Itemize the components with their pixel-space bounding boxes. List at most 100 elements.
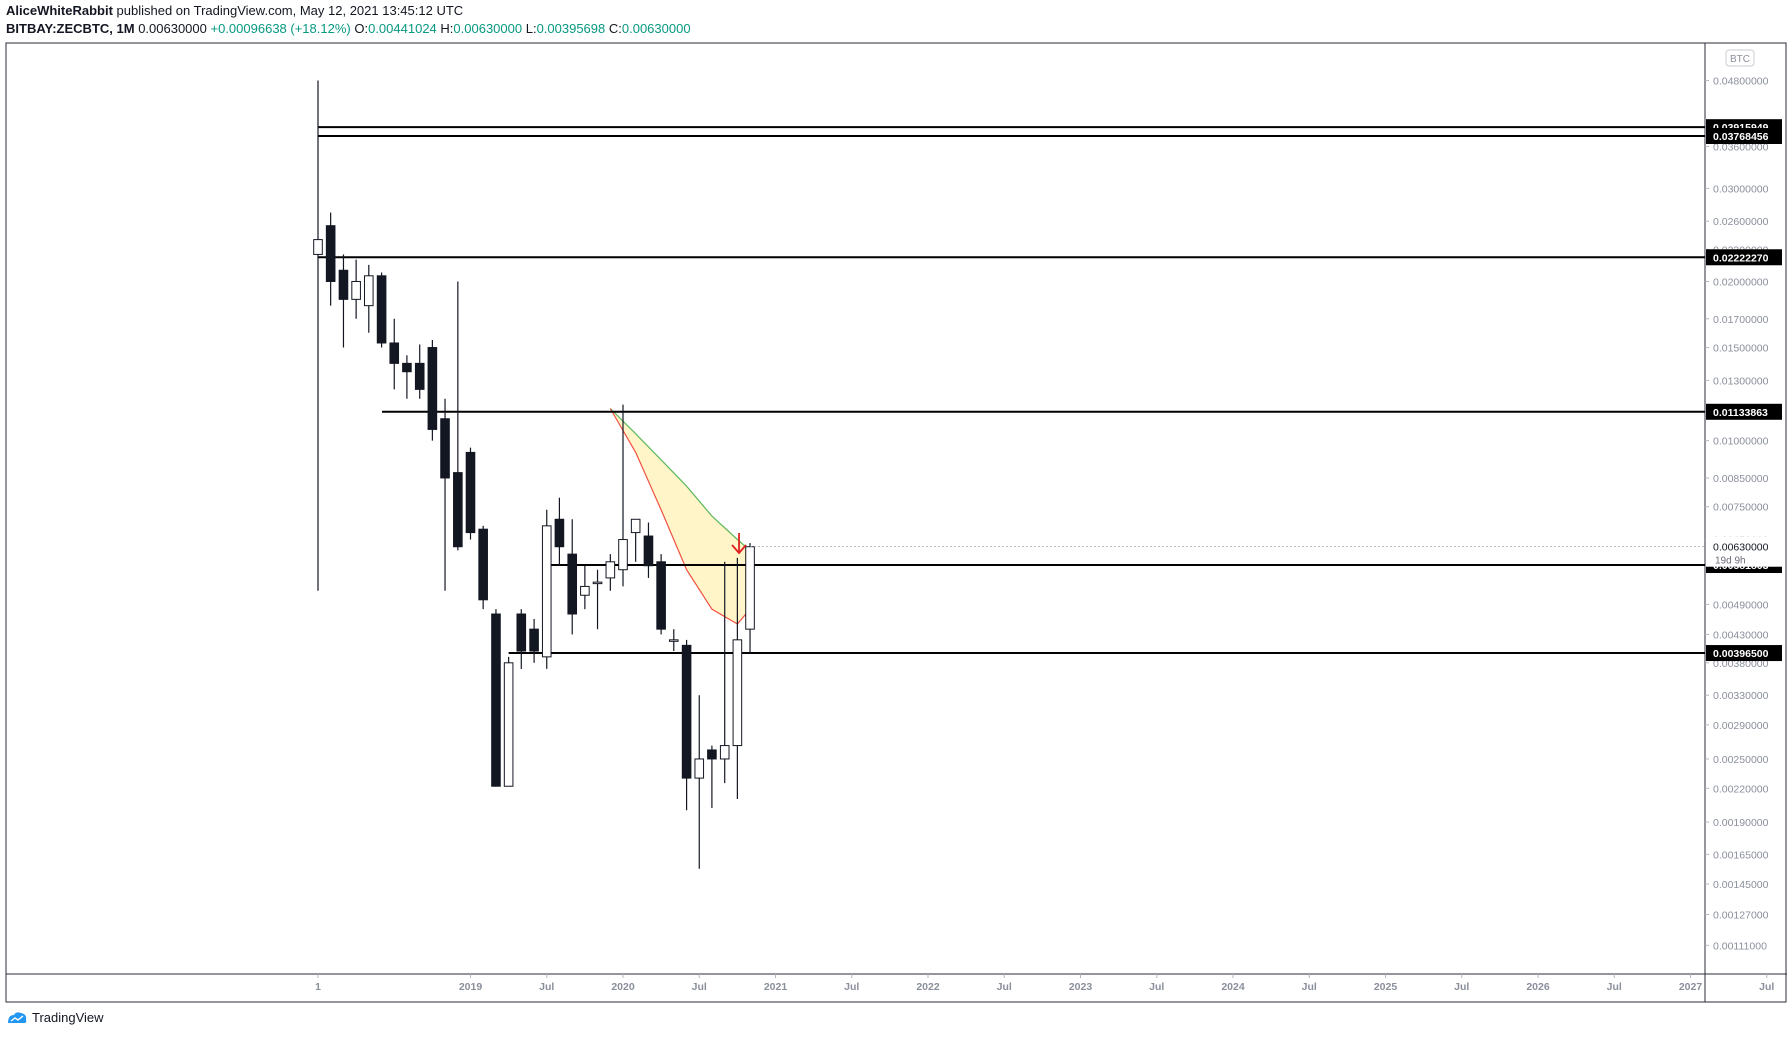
symbol-legend: BITBAY:ZECBTC, 1M 0.00630000 +0.00096638… [6,21,691,36]
candle-down [338,254,349,348]
price-tick-label: 0.01500000 [1713,343,1769,355]
price-tick-label: 0.00127000 [1713,909,1769,921]
candle-up [605,554,616,591]
price-tick-label: 0.02000000 [1713,276,1769,288]
last-price-tag [1706,536,1782,567]
candle-down [656,554,666,635]
candle-down [465,447,476,540]
candle-body [478,528,488,601]
price-tick-label: 0.00111000 [1713,940,1767,952]
candle-up [541,509,552,669]
candle-up [503,656,514,787]
candle-body [363,275,374,307]
candle-down [414,344,425,399]
candle-body [745,546,755,630]
candle-up [668,629,679,652]
candle-down [325,212,336,306]
candle-up [694,695,705,869]
candle-body [668,639,679,642]
candle-down [554,497,565,566]
price-tick-label: 0.00290000 [1713,720,1769,732]
author-name[interactable]: AliceWhiteRabbit [6,3,113,18]
candle-body [427,347,438,430]
close-value: 0.00630000 [621,21,691,36]
time-tick-label: 2020 [611,981,635,993]
candle-body [325,225,336,282]
candle-body [605,561,616,579]
high-value: 0.00630000 [453,21,523,36]
time-tick-label: 2022 [916,981,940,993]
time-tick-label: 2019 [459,981,483,993]
candle-body [402,362,412,373]
bar-countdown-label: 19d 9h [1715,556,1746,567]
candle-body [529,628,539,652]
candle-down [491,609,501,787]
time-tick-label: Jul [1607,981,1622,993]
last-price-label: 0.00630000 [1713,542,1769,554]
brand-label: TradingView [32,1010,104,1025]
candle-body [503,662,514,787]
candle-down [516,609,527,669]
high-label: H: [440,21,454,36]
price-tick-label: 0.00145000 [1713,879,1769,891]
candle-body [351,280,361,300]
low-value: 0.00395698 [536,21,606,36]
candle-down [567,519,578,635]
candle-down [707,745,717,808]
publish-info: AliceWhiteRabbit published on TradingVie… [6,3,463,18]
candle-body [414,362,425,390]
time-tick-label: Jul [1149,981,1164,993]
candle-body [491,613,501,787]
band-fill [610,408,750,624]
price-tick-label: 0.03000000 [1713,183,1769,195]
candle-body [541,525,552,658]
open-value: 0.00441024 [368,21,437,36]
level-price-tag [1706,249,1782,266]
candle-body [694,758,705,779]
candle-down [478,525,488,610]
time-tick-label: Jul [692,981,707,993]
candle-body [618,539,628,571]
candle-body [453,472,463,548]
candle-down [376,272,387,348]
time-tick-label: Jul [844,981,859,993]
candle-body [567,553,578,615]
candle-body [516,613,527,652]
time-tick-label: 2027 [1679,981,1703,993]
candle-up [351,259,361,319]
price-tick-label: 0.02600000 [1713,216,1769,228]
symbol-interval: BITBAY:ZECBTC, 1M [6,21,135,36]
tradingview-logo-icon [8,1011,27,1023]
price-tick-label: 0.04800000 [1713,75,1769,87]
candle-body [732,639,743,747]
candle-body [465,451,476,534]
published-text: published on TradingView.com, May 12, 20… [116,3,464,18]
level-price-label: 0.01133863 [1713,407,1768,419]
candle-up [580,565,590,610]
candle-down [389,318,400,390]
chart-frame [5,42,1787,1003]
price-tick-label: 0.00430000 [1713,629,1769,641]
price-tick-label: 0.03600000 [1713,141,1769,153]
currency-badge [1725,49,1755,67]
last-price-value: 0.00630000 [138,21,207,36]
arrow-head [731,544,747,555]
candle-body [376,275,387,344]
candle-body [440,418,450,479]
candle-down [440,398,450,591]
candle-up [630,518,641,562]
candle-up [732,557,743,799]
currency-label: BTC [1730,54,1750,65]
candle-body [554,518,565,548]
candle-body [656,561,666,630]
price-tick-label: 0.00490000 [1713,599,1769,611]
price-tick-label: 0.01700000 [1713,314,1769,326]
time-tick-label: 2024 [1221,981,1245,993]
time-tick-label: Jul [1454,981,1469,993]
candle-body [630,518,641,534]
candle-down [681,639,692,811]
tradingview-brand[interactable]: TradingView [6,1010,104,1025]
price-tick-label: 0.00330000 [1713,690,1769,702]
candle-body [592,581,603,585]
